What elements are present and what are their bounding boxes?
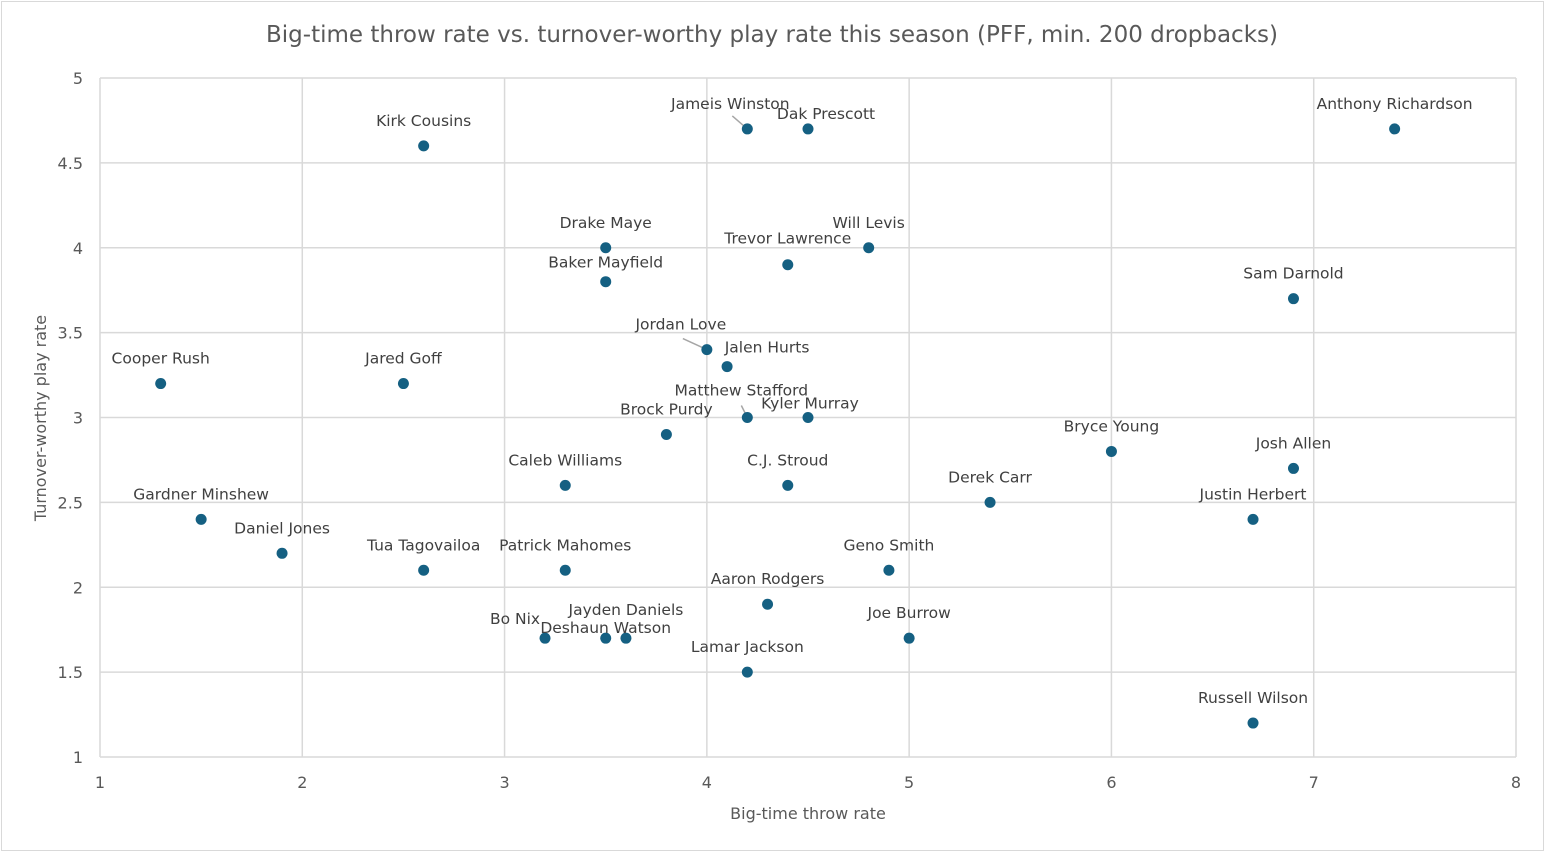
data-label: Kyler Murray — [761, 395, 859, 413]
data-label: Caleb Williams — [508, 451, 622, 469]
data-label: Brock Purdy — [620, 400, 713, 418]
data-label: Matthew Stafford — [675, 382, 809, 400]
data-point — [559, 479, 571, 491]
x-tick-label: 2 — [297, 773, 307, 792]
data-label: Bo Nix — [490, 610, 540, 628]
y-tick-label: 3.5 — [58, 324, 83, 343]
x-tick-label: 7 — [1309, 773, 1319, 792]
data-point — [721, 361, 733, 373]
x-tick-label: 6 — [1106, 773, 1116, 792]
data-point — [539, 632, 551, 644]
data-point — [863, 242, 875, 254]
data-label: Josh Allen — [1255, 434, 1331, 452]
data-point — [984, 496, 996, 508]
data-labels: Anthony Richardson Kirk Cousins Jameis Win… — [112, 95, 1473, 707]
data-point — [1287, 462, 1299, 474]
data-point — [1287, 293, 1299, 305]
y-axis-label: Turnover-worthy play rate — [31, 315, 50, 522]
data-label: Joe Burrow — [867, 604, 952, 622]
data-point — [155, 378, 167, 390]
data-label: Deshaun Watson — [540, 619, 671, 637]
data-label: Aaron Rodgers — [711, 570, 825, 588]
y-tick-label: 5 — [73, 69, 83, 88]
data-point — [1389, 123, 1401, 135]
x-tick-label: 1 — [95, 773, 105, 792]
data-point — [276, 547, 288, 559]
data-label: Jalen Hurts — [724, 339, 810, 357]
data-point — [600, 242, 612, 254]
data-point — [762, 598, 774, 610]
data-label: Justin Herbert — [1199, 485, 1307, 503]
data-point — [1105, 445, 1117, 457]
data-label: Bryce Young — [1064, 417, 1160, 435]
data-label: Russell Wilson — [1198, 689, 1308, 707]
data-point — [782, 479, 794, 491]
data-points — [155, 123, 1401, 729]
y-tick-label: 4 — [73, 239, 83, 258]
data-point — [195, 513, 207, 525]
data-label: Will Levis — [833, 214, 905, 232]
data-label: Drake Maye — [560, 214, 652, 232]
data-point — [418, 564, 430, 576]
data-point — [600, 276, 612, 288]
y-tick-label: 2.5 — [58, 493, 83, 512]
data-point — [397, 378, 409, 390]
data-label: Dak Prescott — [777, 105, 875, 123]
data-point — [802, 412, 814, 423]
data-label: Gardner Minshew — [133, 485, 269, 503]
data-label: Jayden Daniels — [568, 601, 684, 619]
data-point — [600, 632, 612, 644]
data-point — [418, 140, 430, 152]
data-label: Daniel Jones — [234, 519, 330, 537]
data-point — [741, 123, 753, 135]
data-label: Baker Mayfield — [548, 254, 663, 272]
data-label: Anthony Richardson — [1317, 95, 1473, 113]
data-point — [782, 259, 794, 271]
data-label: Tua Tagovailoa — [366, 536, 480, 554]
data-label: Cooper Rush — [112, 350, 210, 368]
y-tick-label: 1.5 — [58, 663, 83, 682]
data-label: Geno Smith — [843, 536, 934, 554]
data-point — [701, 344, 713, 356]
data-label: Jameis Winston — [670, 95, 790, 113]
data-label: Sam Darnold — [1243, 265, 1343, 283]
x-axis-label: Big-time throw rate — [730, 804, 886, 823]
data-label: Derek Carr — [948, 468, 1032, 486]
data-point — [741, 666, 753, 678]
data-point — [660, 428, 672, 440]
leader-lines — [682, 115, 748, 418]
data-label: Lamar Jackson — [691, 638, 804, 656]
data-point — [903, 632, 915, 644]
data-label: Jordan Love — [634, 316, 726, 334]
data-point — [1247, 717, 1259, 729]
x-tick-label: 4 — [702, 773, 712, 792]
x-tick-label: 3 — [499, 773, 509, 792]
y-tick-label: 4.5 — [58, 154, 83, 173]
data-label: Kirk Cousins — [376, 112, 471, 130]
data-point — [1247, 513, 1259, 525]
data-point — [741, 412, 753, 423]
x-axis-ticks: 1 2 3 4 5 6 7 8 — [95, 773, 1521, 792]
data-label: C.J. Stroud — [747, 451, 828, 469]
y-axis-ticks: 1 1.5 2 2.5 3 3.5 4 4.5 5 — [58, 69, 83, 767]
data-label: Patrick Mahomes — [499, 536, 631, 554]
data-point — [559, 564, 571, 576]
x-tick-label: 5 — [904, 773, 914, 792]
y-tick-label: 3 — [73, 409, 83, 428]
data-point — [883, 564, 895, 576]
data-label: Jared Goff — [364, 350, 442, 368]
data-point — [802, 123, 814, 135]
data-label: Trevor Lawrence — [723, 230, 851, 248]
chart-title: Big-time throw rate vs. turnover-worthy … — [266, 22, 1278, 48]
x-tick-label: 8 — [1511, 773, 1521, 792]
data-point — [620, 632, 632, 644]
y-tick-label: 2 — [73, 578, 83, 597]
y-tick-label: 1 — [73, 748, 83, 767]
